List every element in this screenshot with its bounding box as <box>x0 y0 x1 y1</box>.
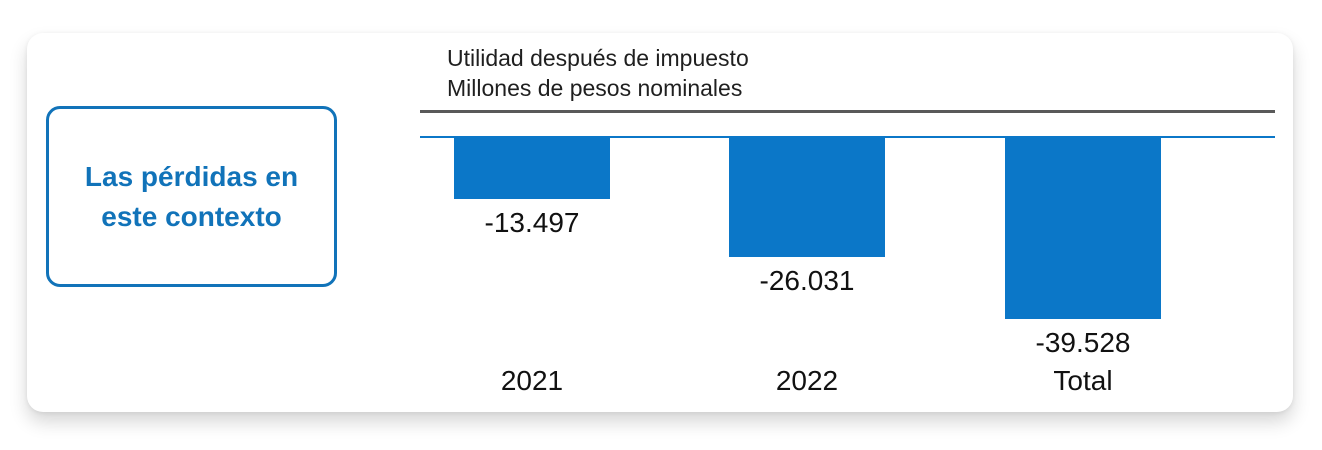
bar <box>729 137 885 257</box>
bar <box>1005 137 1161 319</box>
title-divider-line <box>420 110 1275 113</box>
slide-card: Las pérdidas en este contexto Utilidad d… <box>27 33 1293 412</box>
bar-category-label: 2021 <box>500 365 564 396</box>
callout-text-line2: este contexto <box>101 200 282 232</box>
bar-value-label: -39.528 <box>1035 327 1131 358</box>
bar-category-label: Total <box>1053 365 1113 396</box>
bar-value-label: -13.497 <box>484 207 580 238</box>
bar-category-label: 2022 <box>775 365 839 396</box>
callout-text-line1: Las pérdidas en <box>84 160 299 192</box>
chart-subtitle: Millones de pesos nominales <box>447 75 743 101</box>
callout-box: Las pérdidas en este contexto <box>46 106 337 287</box>
chart-title-block: Utilidad después de impuesto Millones de… <box>447 43 749 103</box>
bar-value-label: -26.031 <box>759 265 855 296</box>
bar <box>454 137 610 199</box>
chart-title: Utilidad después de impuesto <box>447 45 749 71</box>
